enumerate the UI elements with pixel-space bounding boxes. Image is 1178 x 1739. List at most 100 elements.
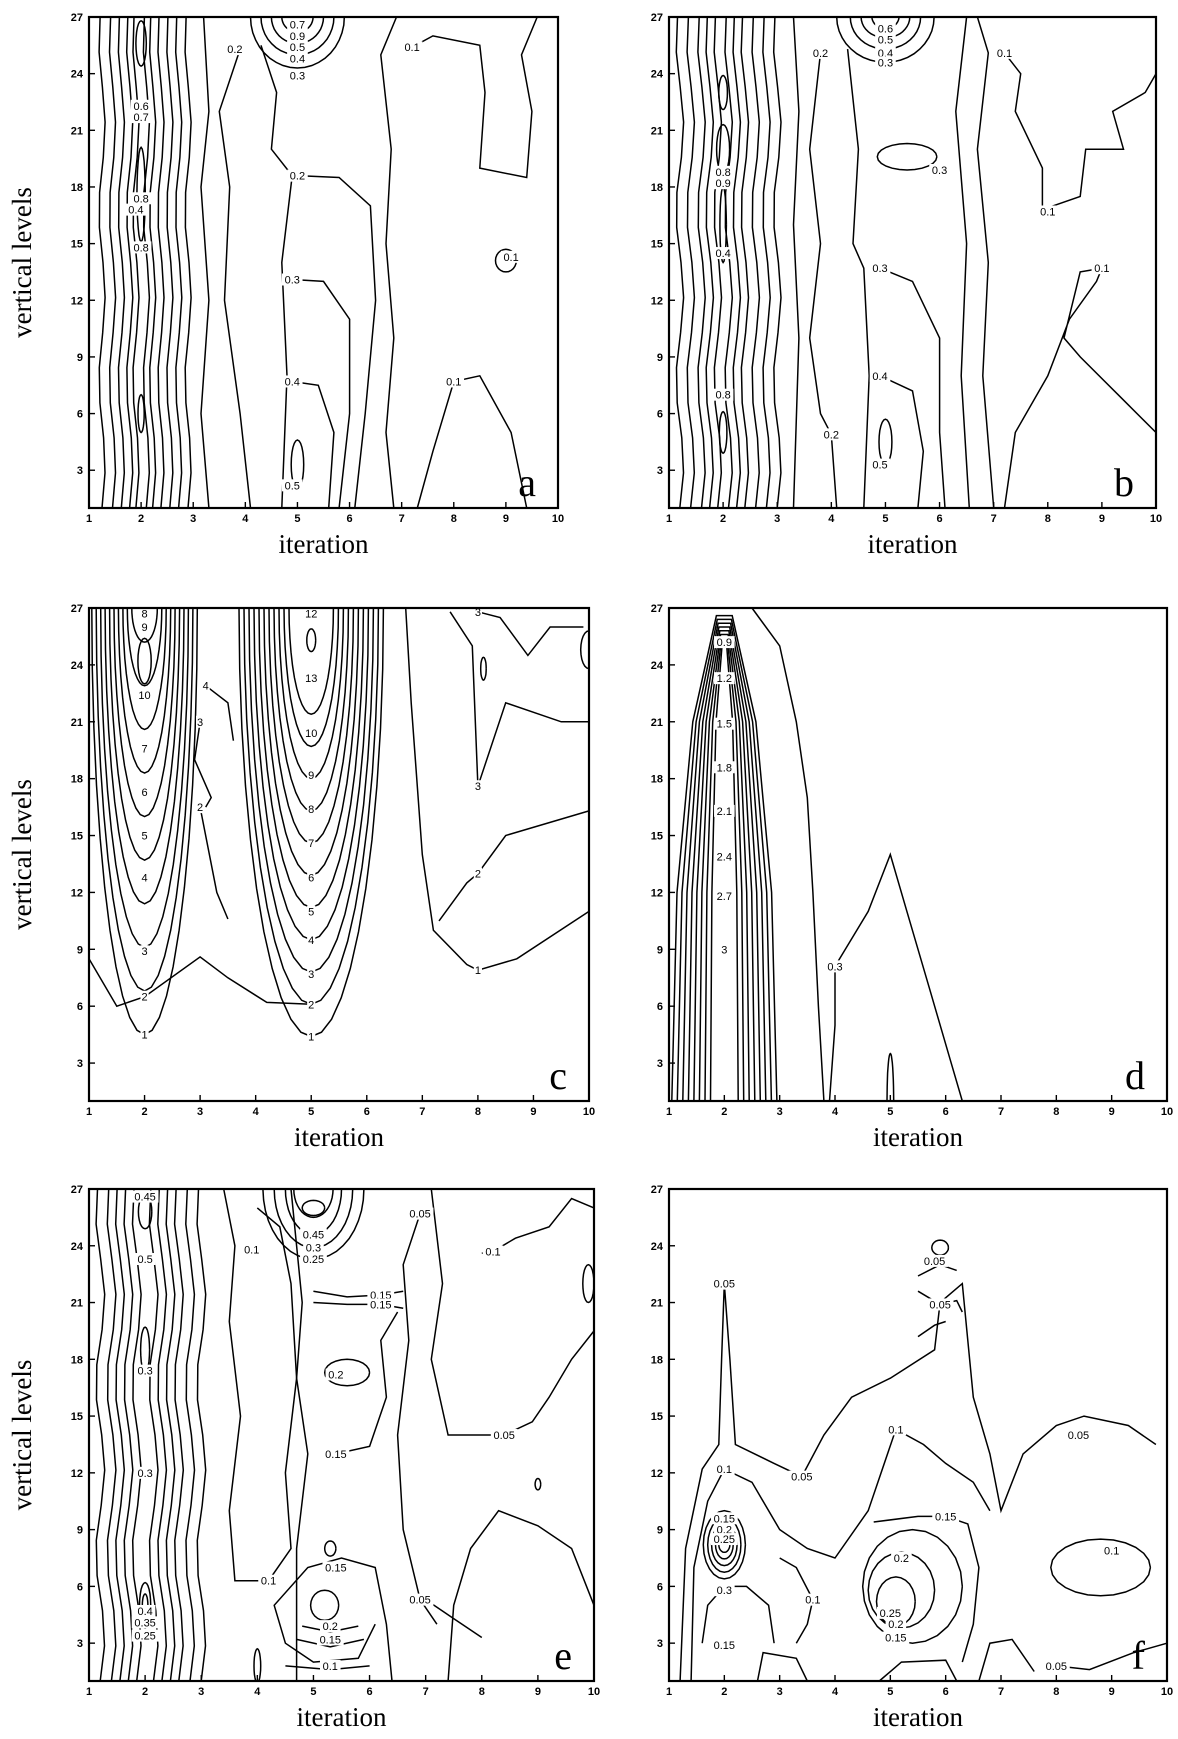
- contour-label-bg: [300, 1253, 327, 1266]
- contour-line: [306, 628, 317, 653]
- contour-label-bg: [714, 1584, 735, 1597]
- contour-label-bg: [1037, 205, 1059, 218]
- contour-label-bg: [304, 672, 319, 685]
- contour-line: [828, 966, 836, 1102]
- panel-letter: b: [1114, 460, 1134, 505]
- contour-line: [762, 16, 771, 509]
- contour-label-bg: [367, 1298, 395, 1311]
- y-tick-label: 21: [71, 717, 83, 729]
- y-tick-label: 12: [71, 887, 83, 899]
- x-tick-label: 9: [530, 1106, 536, 1118]
- contour-label: 4: [203, 681, 209, 693]
- x-tick-label: 7: [991, 513, 997, 525]
- y-tick-label: 18: [71, 774, 83, 786]
- contour-label-bg: [473, 780, 482, 793]
- panel-letter: c: [549, 1053, 567, 1098]
- contour-label: 0.1: [485, 1246, 500, 1258]
- contour-label-bg: [869, 458, 891, 471]
- contour-label-bg: [443, 375, 465, 388]
- contour-line: [292, 278, 351, 509]
- contour-label: 3: [475, 607, 481, 619]
- contour-label: 2: [475, 868, 481, 880]
- contour-label: 0.9: [290, 31, 305, 43]
- contour-label: 6: [141, 787, 147, 799]
- contour-line: [323, 1540, 337, 1557]
- contour-label-bg: [876, 1606, 904, 1619]
- contour-line: [157, 1188, 168, 1682]
- contour-label-bg: [130, 99, 152, 112]
- contour-label-bg: [130, 192, 152, 205]
- contour-label: 8: [308, 804, 314, 816]
- contour-label-bg: [201, 679, 210, 692]
- contour-label: 0.4: [715, 248, 730, 260]
- contour-label-bg: [140, 1028, 149, 1041]
- contour-label-bg: [287, 29, 308, 42]
- contour-line: [917, 1320, 946, 1338]
- contour-line: [148, 1188, 159, 1682]
- contour-lines: [679, 1239, 1168, 1682]
- contour-line: [876, 142, 938, 171]
- y-tick-label: 3: [657, 465, 663, 477]
- contour-label: 2.1: [717, 806, 732, 818]
- contour-line: [290, 1188, 309, 1681]
- y-tick-label: 27: [651, 12, 663, 24]
- contour-label-bg: [473, 605, 482, 618]
- contour-line: [165, 1188, 176, 1682]
- contour-label-bg: [714, 1463, 735, 1476]
- contour-label: 0.3: [290, 71, 305, 83]
- contour-label: 0.2: [894, 1553, 909, 1565]
- contour-label: 0.4: [872, 371, 887, 383]
- contour-label-bg: [140, 829, 149, 842]
- contour-line: [173, 1188, 185, 1682]
- contour-line: [292, 380, 335, 509]
- y-tick-label: 15: [651, 239, 663, 251]
- contour-label: 6: [308, 872, 314, 884]
- y-tick-label: 3: [77, 465, 83, 477]
- contour-label: 2: [141, 992, 147, 1004]
- contour-label-bg: [473, 964, 482, 977]
- x-tick-label: 6: [364, 1106, 370, 1118]
- contour-line: [879, 375, 925, 509]
- contour-label-bg: [140, 785, 149, 798]
- plot-frame: [87, 15, 560, 510]
- contour-label: 0.4: [137, 1606, 152, 1618]
- contour-label: 0.25: [714, 1534, 735, 1546]
- contour-label-bg: [134, 1604, 156, 1617]
- y-tick-label: 21: [71, 1298, 83, 1310]
- contour-line: [288, 607, 335, 715]
- contour-label-bg: [307, 967, 316, 980]
- contour-line: [479, 656, 487, 681]
- contour-label: 1: [141, 1030, 147, 1042]
- y-tick-label: 15: [71, 239, 83, 251]
- contour-label: 0.1: [997, 48, 1012, 60]
- contour-line: [137, 637, 152, 685]
- contour-label-bg: [401, 41, 423, 54]
- contour-lines: [98, 16, 538, 509]
- contour-label-bg: [994, 46, 1015, 59]
- contour-line: [104, 607, 185, 905]
- x-tick-label: 10: [1150, 513, 1162, 525]
- contour-label: 0.3: [932, 165, 947, 177]
- contour-label-bg: [319, 1620, 341, 1633]
- contour-line: [199, 806, 229, 920]
- y-tick-label: 12: [651, 1468, 663, 1480]
- contour-line: [481, 1197, 595, 1255]
- contour-label-bg: [134, 1253, 156, 1266]
- contour-label-bg: [131, 1629, 159, 1642]
- contour-label-bg: [307, 1030, 316, 1043]
- contour-label: 0.15: [325, 1449, 346, 1461]
- contour-label: 0.9: [715, 178, 730, 190]
- contour-label: 0.3: [137, 1366, 152, 1378]
- x-tick-label: 3: [774, 513, 780, 525]
- contour-line: [200, 16, 210, 509]
- contour-label: 9: [308, 770, 314, 782]
- panel-a: 0.60.70.80.40.80.20.70.90.50.40.30.10.20…: [7, 12, 564, 559]
- x-tick-label: 6: [943, 1106, 949, 1118]
- y-tick-label: 6: [657, 409, 663, 421]
- contour-label-bg: [788, 1470, 816, 1483]
- contour-label: 3: [197, 717, 203, 729]
- contour-line: [740, 16, 750, 509]
- contour-label: 0.8: [133, 242, 148, 254]
- contour-label: 0.15: [885, 1632, 906, 1644]
- y-tick-label: 15: [651, 831, 663, 843]
